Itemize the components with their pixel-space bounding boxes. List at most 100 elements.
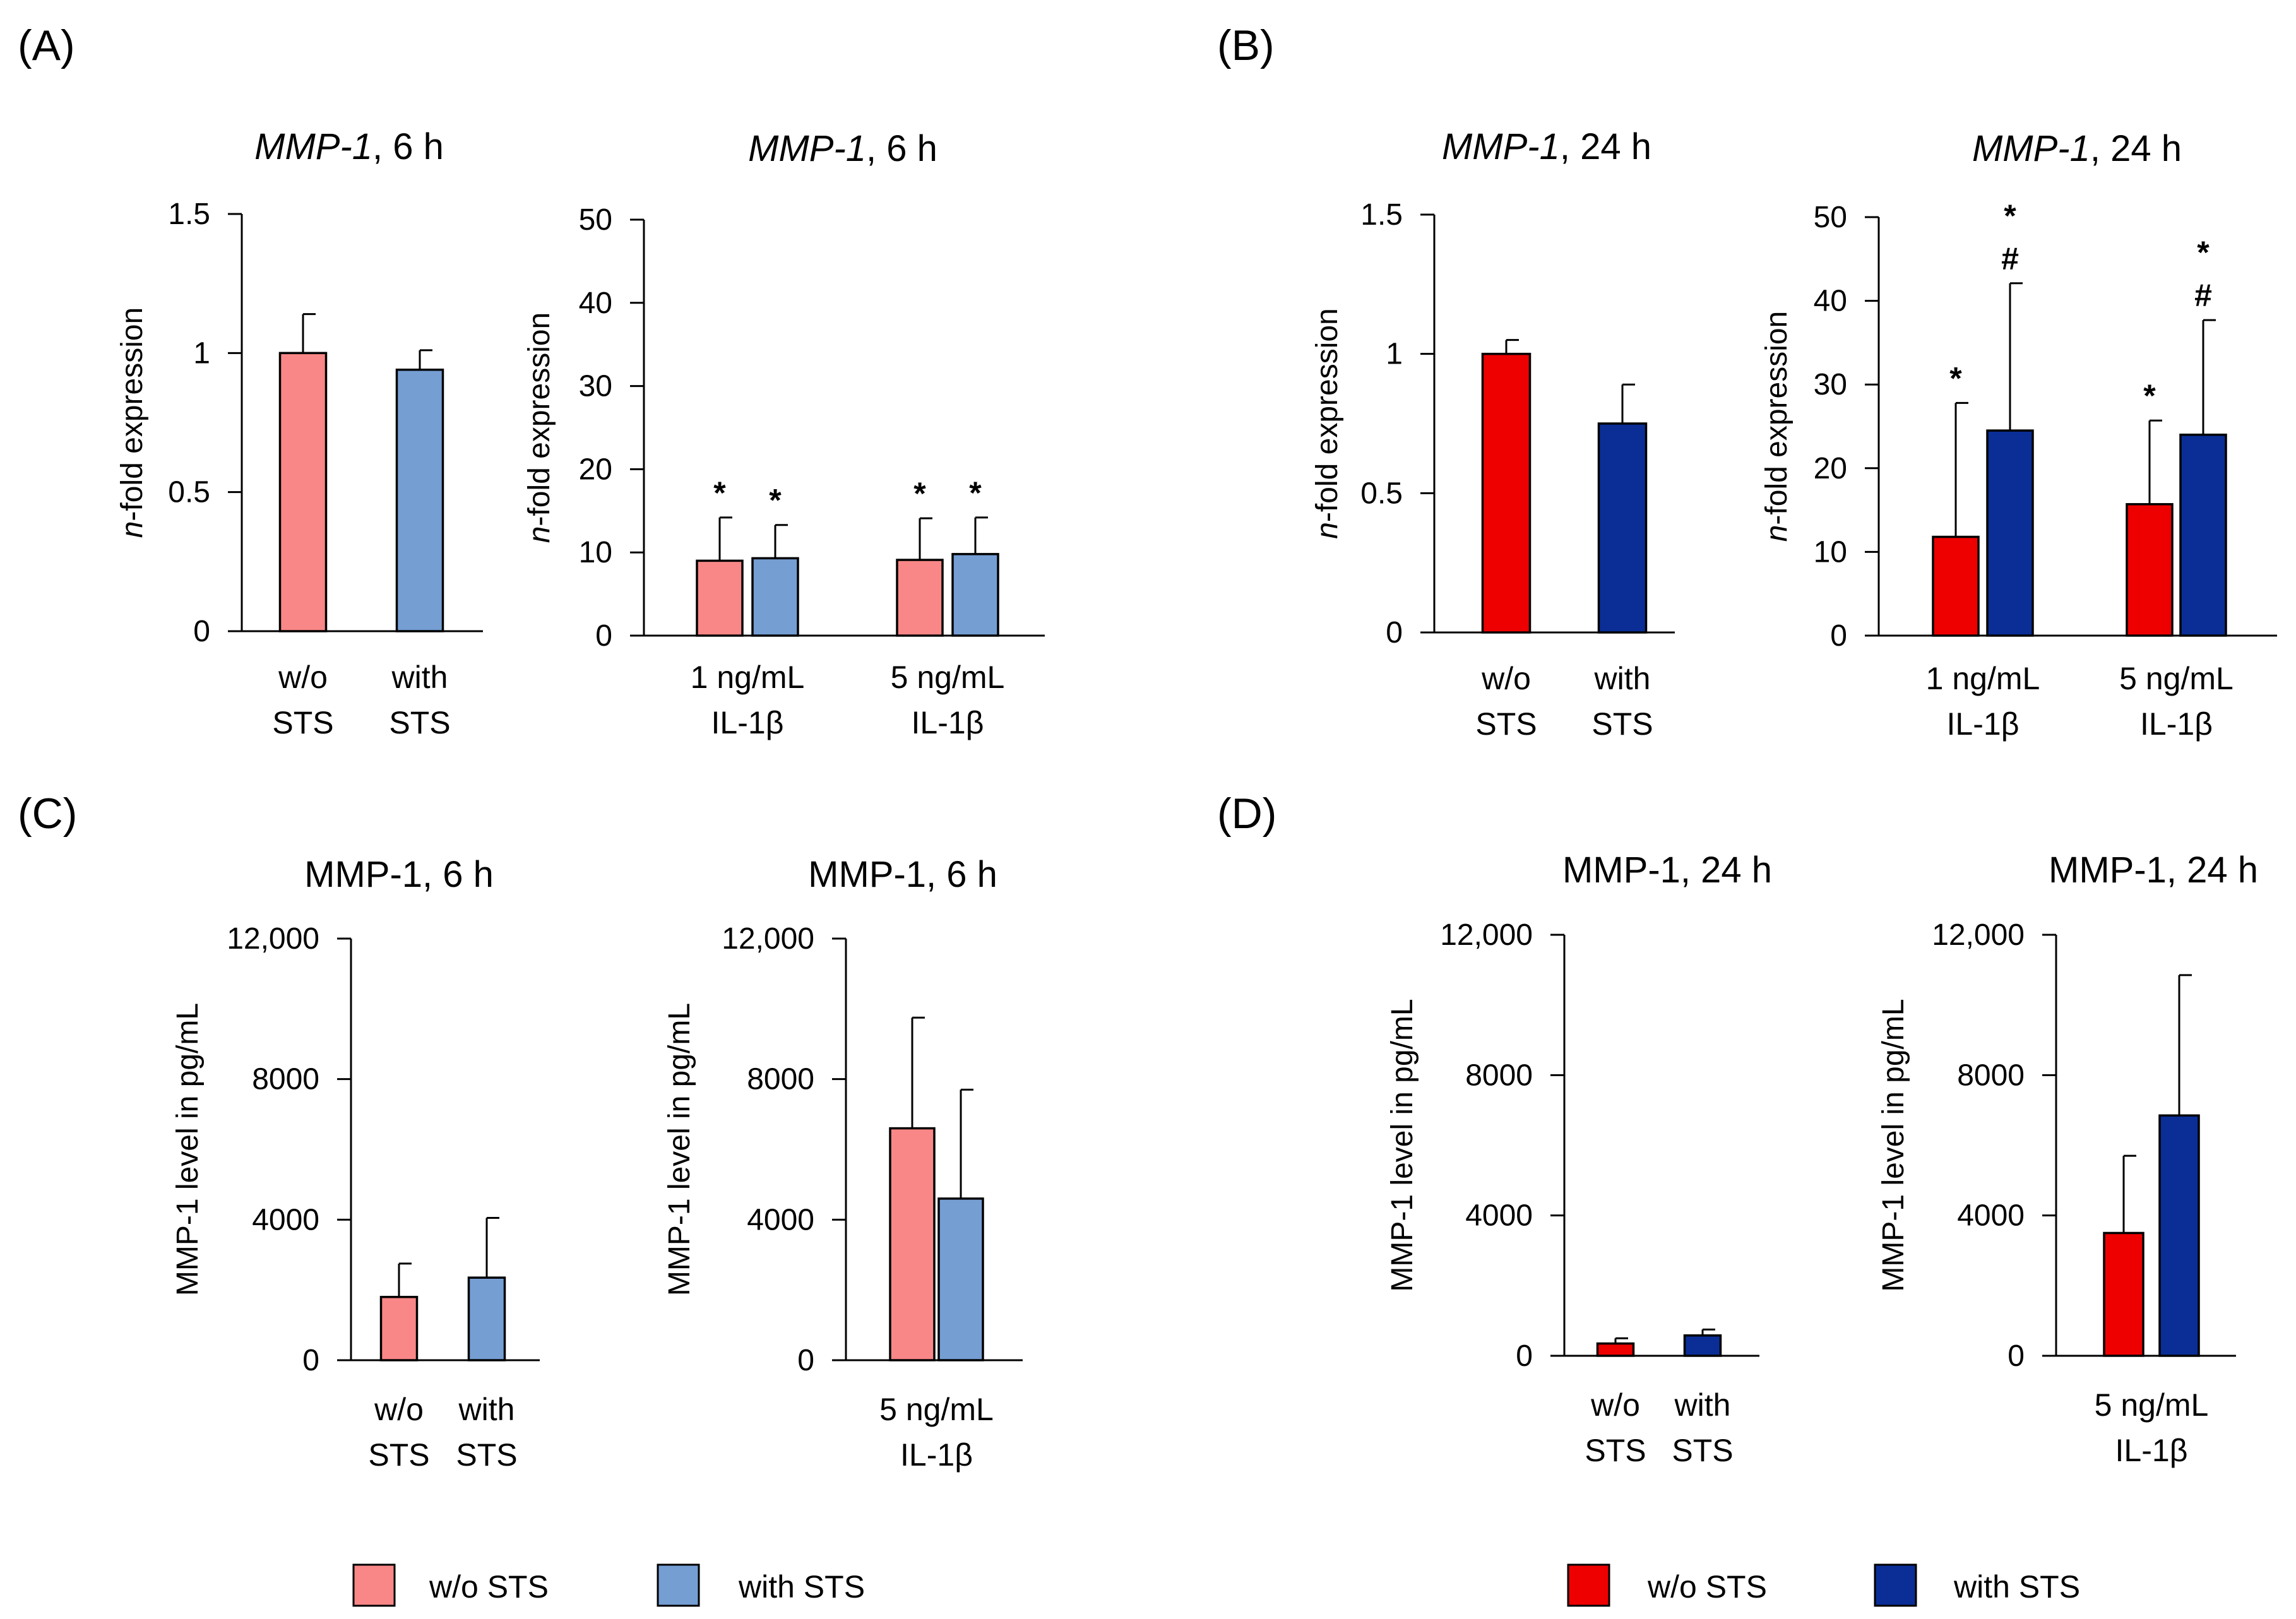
- y-tick-label: 0: [1386, 616, 1403, 649]
- category-label: with: [1594, 661, 1651, 696]
- y-tick-label: 12,000: [722, 922, 814, 956]
- y-tick-label: 50: [579, 203, 612, 237]
- bar-wo-sts: [896, 559, 944, 637]
- significance-hash: #: [2194, 278, 2212, 313]
- bar-wo-sts: [379, 1296, 419, 1361]
- y-tick-label: 10: [579, 536, 612, 569]
- category-label: with: [391, 660, 448, 695]
- y-tick-label: 8000: [252, 1063, 319, 1096]
- legend-label-with-sts: with STS: [1953, 1569, 2080, 1604]
- significance-asterisk: *: [769, 483, 782, 518]
- bar-with-sts: [1597, 422, 1648, 634]
- y-tick-label: 4000: [747, 1203, 814, 1236]
- y-axis-label: MMP-1 level in pg/mL: [1877, 999, 1910, 1291]
- chart-a2: MMP-1, 6 h n-fold expression 0 10 20 30 40 50 * *…: [523, 128, 1045, 740]
- y-tick-label: 40: [1814, 285, 1847, 318]
- y-axis-label-rest: -fold expression: [1760, 311, 1793, 525]
- significance-asterisk: *: [2197, 235, 2210, 270]
- y-tick-label: 1.5: [168, 198, 210, 231]
- category-label: w/o: [1481, 661, 1531, 696]
- bar-wo-sts: [696, 559, 744, 637]
- y-tick-label: 10: [1814, 535, 1847, 569]
- significance-asterisk: *: [2004, 198, 2016, 234]
- chart-title-gene: MMP-1: [254, 126, 372, 167]
- category-label: STS: [272, 705, 333, 740]
- category-label: 1 ng/mL: [1926, 661, 2040, 696]
- significance-asterisk: *: [913, 476, 926, 511]
- bar-with-sts: [467, 1276, 506, 1361]
- panel-label-c: (C): [18, 790, 77, 838]
- category-label: w/o: [1590, 1387, 1640, 1423]
- y-tick-label: 12,000: [1440, 918, 1533, 952]
- category-label: STS: [1672, 1433, 1733, 1468]
- bar-wo-sts: [2126, 503, 2174, 637]
- y-tick-label: 30: [579, 370, 612, 403]
- y-tick-label: 0: [595, 619, 612, 653]
- charts-layer: MMP-1, 6 hn-fold expression00.511.5w/oST…: [116, 126, 2277, 1473]
- y-axis-label-italic: n: [1760, 525, 1793, 542]
- chart-title: MMP-1, 6 h: [808, 854, 997, 895]
- chart-title: MMP-1, 6 h: [254, 126, 444, 167]
- category-label: 5 ng/mL: [891, 660, 1005, 695]
- bar-with-sts: [2179, 434, 2227, 637]
- y-axis-label: n-fold expression: [116, 307, 149, 538]
- y-axis-label-italic: n: [1311, 522, 1344, 539]
- category-label: STS: [1475, 706, 1537, 742]
- category-label: STS: [368, 1437, 429, 1473]
- bar-with-sts: [1683, 1334, 1722, 1357]
- chart-title: MMP-1, 24 h: [1442, 126, 1651, 167]
- legend-right: w/o STS with STS: [1567, 1563, 2080, 1607]
- category-label: IL-1β: [711, 705, 784, 740]
- bar-with-sts: [937, 1197, 984, 1361]
- legend-left: w/o STS with STS: [352, 1563, 865, 1607]
- chart-title: MMP-1, 6 h: [304, 854, 494, 895]
- y-tick-label: 0: [302, 1344, 319, 1377]
- y-axis-label-rest: -fold expression: [116, 307, 149, 521]
- y-tick-label: 4000: [252, 1203, 319, 1236]
- category-label: STS: [456, 1437, 517, 1473]
- category-label: with: [458, 1392, 515, 1427]
- significance-asterisk: *: [1949, 360, 1962, 396]
- bar-with-sts: [2158, 1114, 2200, 1357]
- legend-label-with-sts: with STS: [738, 1569, 865, 1604]
- bar-wo-sts: [1596, 1342, 1635, 1357]
- significance-asterisk: *: [2143, 378, 2156, 413]
- panel-label-b: (B): [1217, 21, 1275, 69]
- bar-wo-sts: [889, 1127, 936, 1361]
- category-label: 5 ng/mL: [2095, 1387, 2209, 1423]
- chart-b2: MMP-1, 24 h n-fold expression 0 10 20 30 40 50 *…: [1760, 128, 2277, 742]
- chart-c2: MMP-1, 6 h MMP-1 level in pg/mL 0 4000 8000 1…: [663, 854, 1023, 1473]
- bar-wo-sts: [2103, 1231, 2144, 1357]
- bar-wo-sts: [278, 352, 328, 632]
- chart-title-time: , 6 h: [866, 128, 937, 169]
- y-tick-label: 20: [579, 453, 612, 486]
- bar-with-sts: [951, 553, 999, 637]
- chart-title: MMP-1, 6 h: [748, 128, 937, 169]
- category-label: IL-1β: [912, 705, 984, 740]
- y-axis-label: MMP-1 level in pg/mL: [171, 1003, 205, 1296]
- y-tick-label: 0: [193, 615, 210, 648]
- category-label: IL-1β: [1947, 706, 2019, 742]
- bar-wo-sts: [1932, 535, 1980, 637]
- chart-title-time: , 6 h: [372, 126, 444, 167]
- y-axis-label: MMP-1 level in pg/mL: [1386, 999, 1419, 1291]
- y-axis-label-rest: -fold expression: [523, 312, 556, 526]
- y-tick-label: 1: [1386, 338, 1403, 371]
- chart-b1: MMP-1, 24 h n-fold expression 0 0.5 1 1.5 w/o S…: [1311, 126, 1675, 742]
- y-tick-label: 12,000: [227, 922, 319, 956]
- y-tick-label: 0: [1516, 1339, 1533, 1373]
- y-tick-label: 8000: [747, 1063, 814, 1096]
- legend-label-wo-sts: w/o STS: [1647, 1569, 1767, 1604]
- y-tick-label: 0: [2008, 1339, 2025, 1373]
- legend-label-wo-sts: w/o STS: [429, 1569, 549, 1604]
- category-label: STS: [389, 705, 450, 740]
- y-tick-label: 12,000: [1932, 918, 2025, 952]
- panel-label-a: (A): [18, 21, 75, 69]
- bar-with-sts: [395, 369, 444, 632]
- y-tick-label: 8000: [1465, 1059, 1533, 1092]
- y-tick-label: 4000: [1957, 1199, 2025, 1233]
- significance-hash: #: [2001, 241, 2019, 276]
- y-axis-label-italic: n: [116, 521, 149, 538]
- chart-d1: MMP-1, 24 h MMP-1 level in pg/mL 0 4000 8000…: [1386, 850, 1772, 1468]
